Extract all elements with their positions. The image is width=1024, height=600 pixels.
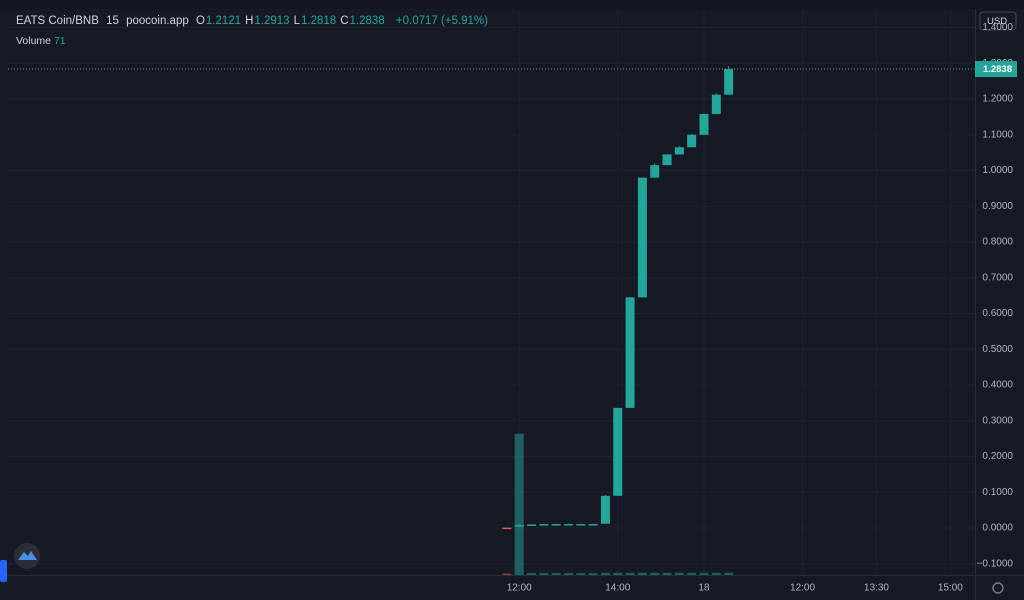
y-tick-label: 0.9000 [982, 201, 1013, 212]
y-tick-label: 0.0000 [982, 523, 1013, 534]
interval: 15 [106, 15, 119, 27]
candle-body [625, 297, 635, 408]
settings-button[interactable] [992, 582, 1004, 594]
volume-bar [600, 572, 610, 575]
y-tick-label: 1.4000 [982, 22, 1013, 33]
source: poocoin.app [126, 15, 189, 27]
volume-bar [724, 572, 734, 575]
candle-body [662, 154, 672, 166]
volume-bar [551, 573, 561, 575]
y-tick-label: 1.2000 [982, 94, 1013, 105]
x-tick-label: 18 [698, 583, 710, 594]
volume-bar [527, 573, 537, 575]
logo-icon [18, 551, 37, 560]
y-tick-label: 0.5000 [982, 344, 1013, 355]
y-tick-label: 0.3000 [982, 415, 1013, 426]
candle-body [563, 524, 573, 526]
currency-button[interactable] [979, 11, 1017, 31]
ohlc-label: L [293, 15, 300, 27]
y-tick-label: 0.4000 [982, 380, 1013, 391]
volume-name: Volume [16, 35, 52, 47]
y-tick-label: 1.1000 [982, 129, 1013, 140]
volume-bar [576, 573, 586, 575]
ohlc-value: 1.2121 [205, 15, 242, 27]
candle-body [650, 165, 660, 178]
candle-body [527, 524, 537, 526]
top-bar [0, 0, 1024, 9]
symbol: EATS Coin/BNB [16, 15, 99, 27]
currency: USD [987, 16, 1007, 27]
volume-bar [539, 573, 549, 575]
volume-bar [662, 572, 672, 575]
y-tick-label: −0.1000 [977, 558, 1014, 569]
volume-legend: Volume 71 [16, 35, 66, 47]
volume-bar [502, 573, 512, 575]
x-tick-label: 12:00 [790, 583, 815, 594]
y-tick-label: 0.7000 [982, 272, 1013, 283]
candle-body [588, 524, 598, 526]
volume-bar [711, 572, 721, 575]
candle-body [674, 147, 684, 155]
ohlc-label: H [245, 15, 254, 27]
last-price-box [975, 61, 1017, 78]
candle-body [724, 69, 734, 95]
y-tick-label: 0.2000 [982, 451, 1013, 462]
side-handle[interactable] [0, 560, 7, 582]
volume-bar [674, 572, 684, 575]
ohlc-value: 1.2838 [349, 15, 385, 27]
ohlc-label: O [195, 15, 205, 27]
change: +0.0717 (+5.91%) [395, 15, 488, 27]
candle-body [637, 177, 647, 298]
x-tick-label: 15:00 [938, 583, 963, 594]
candle-body [600, 495, 610, 524]
volume-bar [699, 572, 709, 575]
ohlc: O1.2121 H1.2913 L1.2818 C1.2838 [196, 15, 389, 27]
volume-bar [625, 572, 635, 575]
volume-last: 71 [53, 35, 66, 47]
last-price-label: 1.2838 [983, 64, 1012, 75]
y-tick-label: 0.8000 [982, 237, 1013, 248]
candle-body [539, 524, 549, 526]
y-tick-label: 1.0000 [982, 165, 1013, 176]
y-tick-label: 0.1000 [982, 487, 1013, 498]
volume-bar [563, 573, 573, 575]
volume-bar [637, 572, 647, 575]
x-tick-label: 13:30 [864, 583, 889, 594]
candle-body [687, 134, 697, 148]
x-tick-label: 14:00 [605, 583, 630, 594]
candle-body [613, 407, 623, 496]
candle-body [711, 94, 721, 115]
x-tick-label: 12:00 [507, 583, 532, 594]
legend-header: EATS Coin/BNB 15 poocoin.app O1.2121 H1.2… [16, 15, 492, 27]
ohlc-value: 1.2913 [254, 15, 290, 27]
volume-bar [650, 572, 660, 575]
candle-body [502, 527, 512, 530]
y-tick-label: 0.6000 [982, 308, 1013, 319]
volume-bar [613, 572, 623, 575]
volume-bar [514, 433, 524, 575]
volume-bar [687, 572, 697, 575]
candle-body [576, 524, 586, 526]
candle-body [514, 525, 524, 527]
candle-body [699, 114, 709, 135]
volume-bar [588, 573, 598, 575]
candle-body [551, 524, 561, 526]
ohlc-value: 1.2818 [301, 15, 337, 27]
ohlc-label: C [340, 15, 349, 27]
